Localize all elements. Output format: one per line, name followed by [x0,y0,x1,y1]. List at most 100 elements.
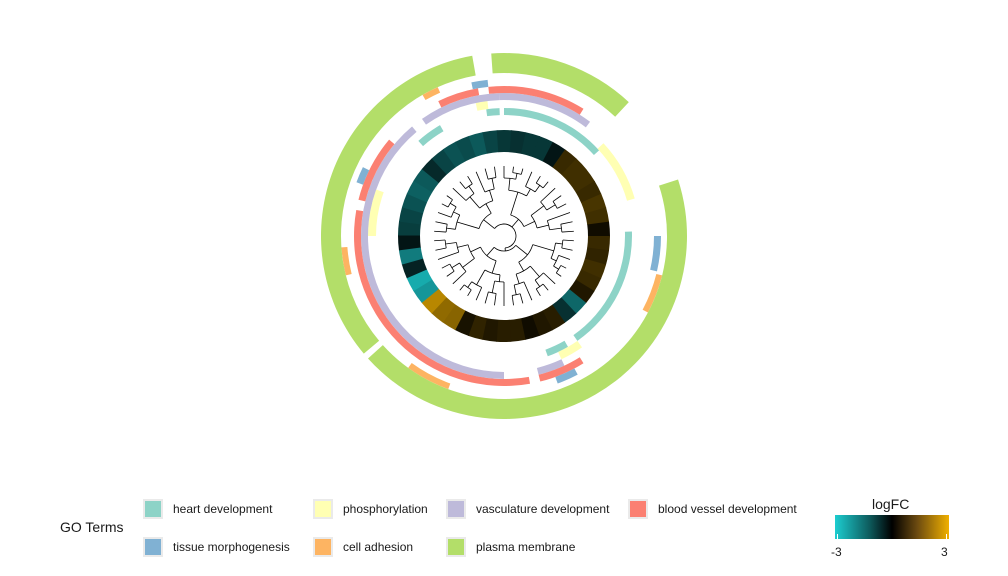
go-ring-segment [499,92,591,128]
go-ring-segment [354,209,531,386]
heatmap-cell [509,130,527,154]
legend-item-plasma-membrane: plasma membrane [446,536,575,558]
go-ring-segment [368,189,384,236]
dendrogram-arc [550,243,556,259]
dendrogram-branch [561,247,573,251]
dendrogram-branch [484,291,489,304]
dendrogram-branch [467,281,473,288]
dendrogram-arc [450,206,457,218]
heatmap-cell [569,169,595,193]
dendrogram-branch [470,246,481,253]
dendrogram-branch [529,265,540,277]
dendrogram-branch [457,244,469,248]
dendrogram-branch [515,245,528,256]
dendrogram-arc [493,245,517,252]
colorbar-tick-min [837,534,838,540]
heatmap-cell [406,180,433,203]
dendrogram-branch [446,195,453,200]
dendrogram-branch [459,284,465,291]
heatmap-cell [552,149,577,175]
dendrogram-branch [525,171,533,187]
heatmap-cell [467,315,487,340]
dendrogram-branch [520,168,524,175]
dendrogram-branch [534,279,541,287]
heatmap-cell [580,258,607,279]
dendrogram-arc [494,223,513,229]
heatmap-cell [532,136,554,162]
dendrogram-branch [435,221,448,225]
heatmap-cell [587,236,610,251]
heatmap-cell [581,193,607,214]
dendrogram-branch [491,280,496,293]
heatmap-cell [421,288,447,314]
go-ring-segment [491,53,629,117]
dendrogram-arc [447,199,453,208]
dendrogram-branch [446,227,456,230]
heatmap-cell [431,149,456,175]
dendrogram-branch [523,221,535,227]
dendrogram-arc [465,183,473,189]
heatmap-cell [509,318,526,342]
colorbar-min-label: -3 [831,545,842,559]
legend-swatch [446,537,466,557]
legend-label: vasculature development [476,502,610,516]
dendrogram-branch [453,211,460,216]
colorbar-max-label: 3 [941,545,948,559]
heatmap-cell [454,310,476,336]
dendrogram-arc [560,224,563,233]
dendrogram [434,166,574,306]
dendrogram-arc [502,223,517,249]
go-ring-segment [555,368,578,384]
heatmap-cell [481,318,499,342]
dendrogram-branch [519,293,524,304]
dendrogram-branch [469,196,480,209]
legend-item-tissue-morphogenesis: tissue morphogenesis [143,536,290,558]
dendrogram-branch [475,287,483,301]
legend-item-vasculature-development: vasculature development [446,498,609,520]
dendrogram-arc [546,220,550,230]
go-ring-segment [538,357,584,382]
legend-item-cell-adhesion: cell adhesion [313,536,413,558]
go-ring-segment [597,143,635,201]
dendrogram-branch [467,289,472,297]
legend-title: GO Terms [60,519,124,535]
heatmap-cell [561,289,587,314]
dendrogram-arc [512,172,522,175]
legend-swatch [143,499,163,519]
dendrogram-branch [446,270,455,277]
go-ring-segment [475,101,489,111]
dendrogram-branch [546,204,556,211]
dendrogram-branch [468,185,475,194]
dendrogram-branch [451,262,460,269]
dendrogram-branch [549,227,562,231]
go-ring-segment [320,55,476,354]
legend-swatch [446,499,466,519]
colorbar-title: logFC [872,496,910,512]
heatmap-cell [587,221,610,237]
go-ring-segment [341,246,352,276]
colorbar-gradient [835,515,949,539]
dendrogram-branch [489,190,494,201]
dendrogram-branch [558,255,571,260]
dendrogram-branch [434,230,447,233]
heatmap-cell [406,269,433,292]
dendrogram-branch [511,295,514,306]
dendrogram-branch [523,281,533,301]
dendrogram-branch [540,187,556,203]
logfc-heatmap-ring [398,130,610,342]
dendrogram-branch [467,175,473,185]
dendrogram-branch [513,284,517,295]
dendrogram-arc [503,177,516,180]
go-ring-segment [488,86,584,115]
dendrogram-branch [526,188,531,197]
heatmap-cell [398,235,421,251]
circular-go-plot [320,53,687,419]
legend-swatch [143,537,163,557]
dendrogram-branch [542,181,549,189]
dendrogram-branch [494,293,497,306]
colorbar-tick-max [946,534,947,540]
dendrogram-branch [456,221,480,229]
dendrogram-arc [480,246,497,262]
go-term-rings [320,53,687,419]
go-ring-segment [642,273,663,313]
